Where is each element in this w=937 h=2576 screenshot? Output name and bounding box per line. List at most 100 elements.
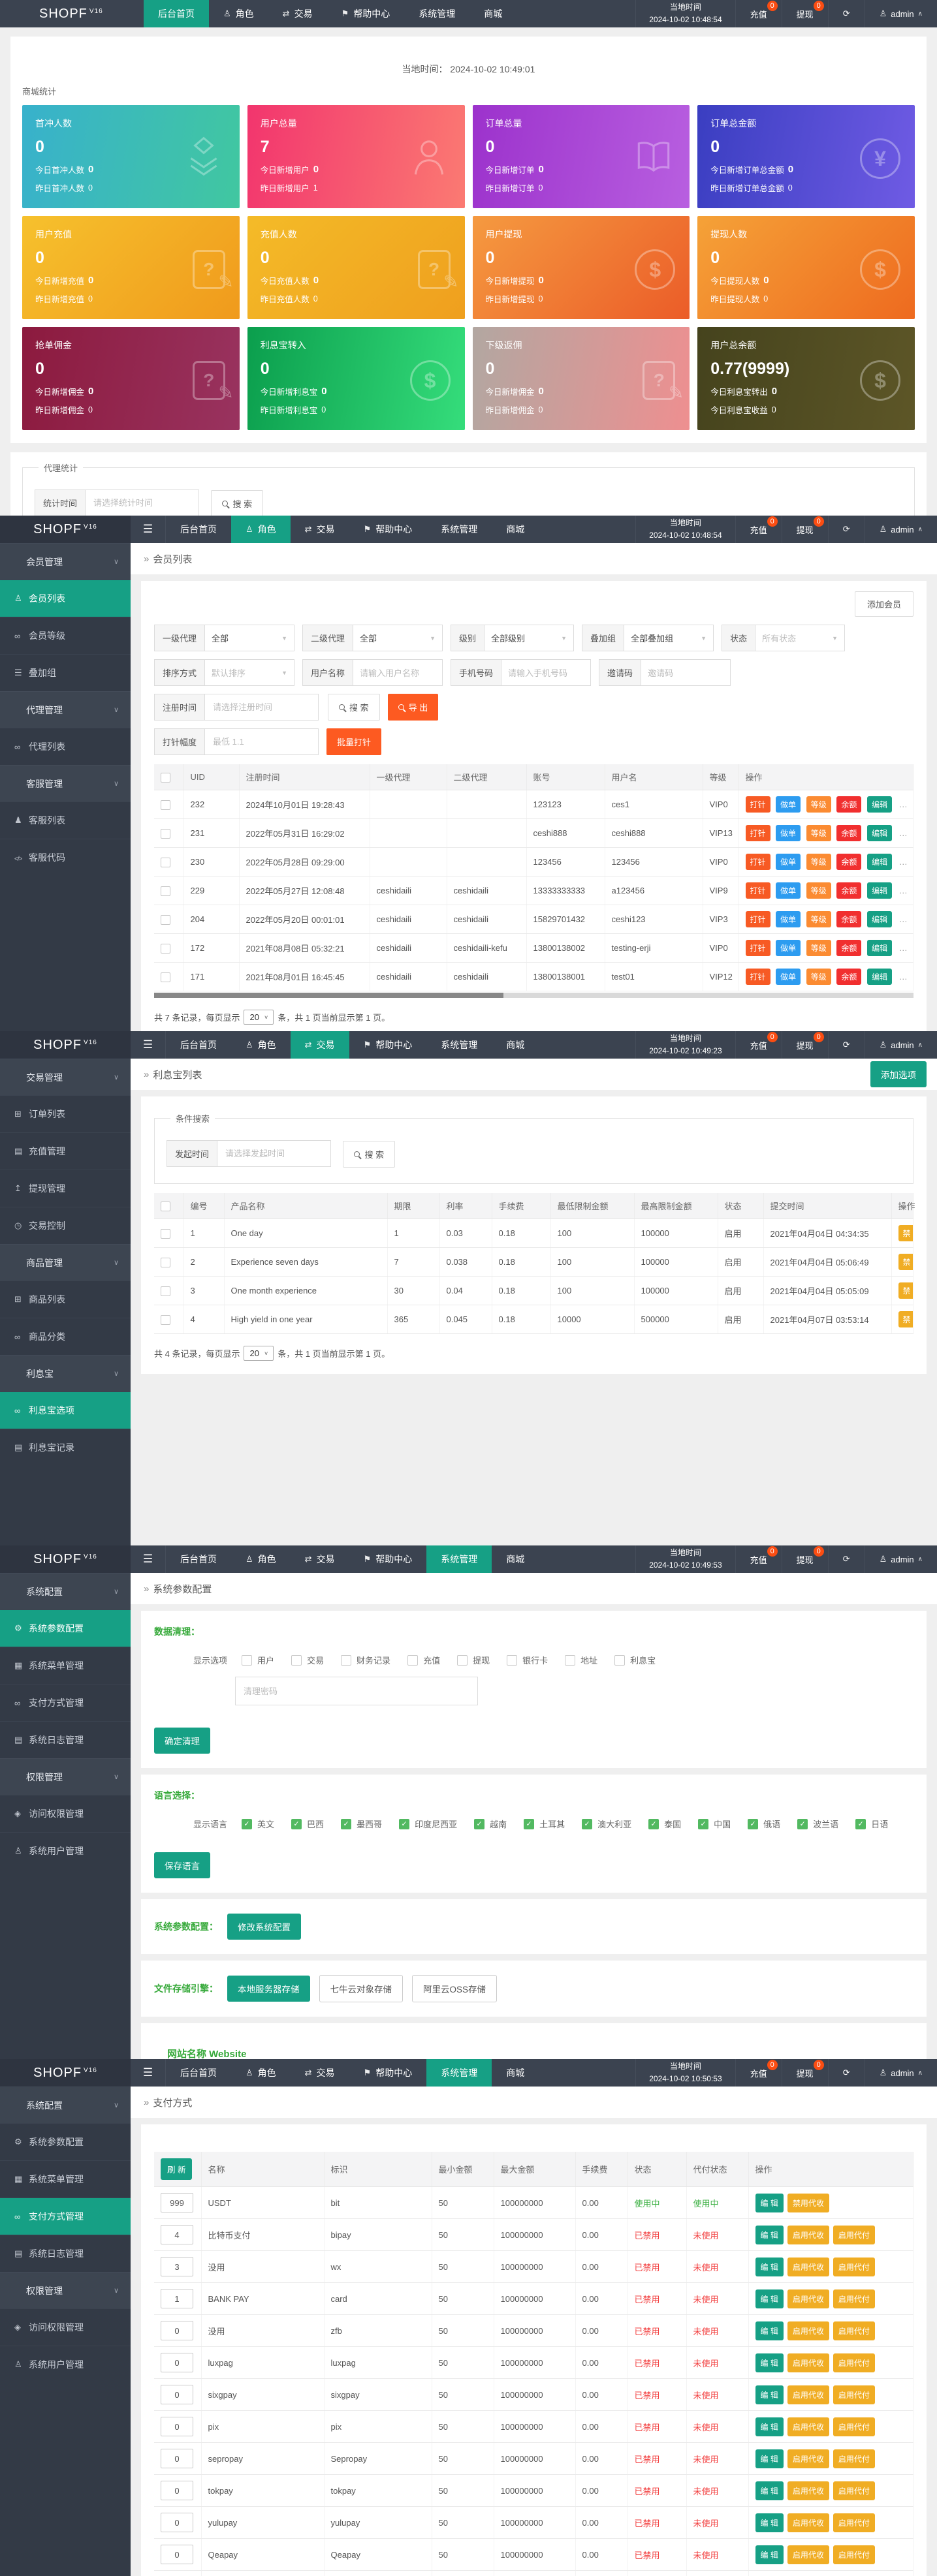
- clean-option[interactable]: 交易: [291, 1654, 324, 1666]
- nav-home[interactable]: 后台首页: [180, 1040, 217, 1050]
- local-storage-button[interactable]: 本地服务器存储: [227, 1976, 310, 2002]
- sidebar-entry[interactable]: 会员等级 ∨: [0, 617, 131, 654]
- nav-trade[interactable]: ⇄ 交易: [304, 1554, 335, 1564]
- sort-input[interactable]: [161, 2481, 193, 2500]
- level-button[interactable]: 等级: [806, 969, 831, 985]
- page-size-select[interactable]: 20 ˅: [244, 1010, 274, 1025]
- disable-button[interactable]: 禁 用: [898, 1282, 913, 1299]
- checkbox-unchecked[interactable]: [341, 1654, 352, 1666]
- sidebar-entry[interactable]: 访问权限管理 ∨: [0, 2308, 131, 2346]
- sidebar-entry[interactable]: 商品管理 ∨: [0, 1244, 131, 1280]
- sidebar-entry[interactable]: 系统配置 ∨: [0, 2087, 131, 2123]
- row-action-button[interactable]: 编 辑: [755, 2417, 784, 2436]
- edit-button[interactable]: 编辑: [867, 940, 893, 956]
- checkbox-checked[interactable]: ✓: [698, 1818, 709, 1829]
- make-order-button[interactable]: 做单: [776, 882, 801, 899]
- sidebar-entry[interactable]: 权限管理 ∨: [0, 1758, 131, 1795]
- edit-button[interactable]: 编辑: [867, 796, 893, 813]
- sort-input[interactable]: [161, 2289, 193, 2308]
- refresh-icon[interactable]: ⟳: [827, 2059, 865, 2087]
- row-action-button[interactable]: 编 辑: [755, 2257, 784, 2276]
- make-order-button[interactable]: 做单: [776, 825, 801, 841]
- withdraw-button[interactable]: 提现 0: [781, 1545, 828, 1573]
- balance-button[interactable]: 余额: [836, 882, 862, 899]
- sort-input[interactable]: [161, 2225, 193, 2244]
- inject-button[interactable]: 打针: [745, 854, 770, 870]
- recharge-button[interactable]: 充值 0: [735, 0, 782, 27]
- withdraw-button[interactable]: 提现 0: [781, 516, 828, 543]
- search-button[interactable]: 搜 索: [211, 490, 264, 516]
- row-checkbox[interactable]: [161, 886, 170, 896]
- nav-mall[interactable]: 商城: [484, 8, 503, 19]
- sidebar-entry[interactable]: 商品分类 ∨: [0, 1318, 131, 1355]
- scrollbar-thumb[interactable]: [154, 993, 503, 998]
- checkbox-unchecked[interactable]: [407, 1654, 419, 1666]
- row-action-button[interactable]: 编 辑: [755, 2513, 784, 2532]
- level-button[interactable]: 等级: [806, 796, 831, 813]
- sidebar-entry[interactable]: 会员列表 ∨: [0, 580, 131, 617]
- checkbox-unchecked[interactable]: [507, 1654, 518, 1666]
- row-action-button[interactable]: 启用代付: [833, 2353, 875, 2372]
- nav-home[interactable]: 后台首页: [180, 524, 217, 535]
- clean-option[interactable]: 地址: [565, 1654, 597, 1666]
- make-order-button[interactable]: 做单: [776, 911, 801, 927]
- recharge-button[interactable]: 充值 0: [735, 1545, 782, 1573]
- clean-option[interactable]: 充值: [407, 1654, 440, 1666]
- sidebar-entry[interactable]: 支付方式管理 ∨: [0, 2197, 131, 2235]
- row-checkbox[interactable]: [161, 1314, 170, 1325]
- more-actions-button[interactable]: …: [898, 914, 908, 924]
- row-action-button[interactable]: 启用代收: [787, 2513, 829, 2532]
- nav-help[interactable]: ⚑ 帮助中心: [363, 524, 413, 535]
- nav-role[interactable]: ♙ 角色: [246, 1554, 276, 1564]
- row-checkbox[interactable]: [161, 828, 170, 839]
- sidebar-entry[interactable]: 提现管理 ∨: [0, 1170, 131, 1207]
- language-option[interactable]: ✓ 巴西: [291, 1818, 324, 1830]
- row-action-button[interactable]: 禁用代收: [787, 2193, 829, 2212]
- filter-select[interactable]: 二级代理 全部 ▼: [302, 625, 443, 651]
- language-option[interactable]: ✓ 中国: [698, 1818, 731, 1830]
- row-action-button[interactable]: 启用代付: [833, 2225, 875, 2244]
- add-option-button[interactable]: 添加选项: [870, 1061, 927, 1087]
- nav-system[interactable]: 系统管理: [441, 1040, 478, 1050]
- disable-button[interactable]: 禁 用: [898, 1225, 913, 1241]
- nav-trade[interactable]: ⇄ 交易: [290, 1031, 349, 1059]
- row-action-button[interactable]: 启用代收: [787, 2353, 829, 2372]
- row-action-button[interactable]: 启用代付: [833, 2417, 875, 2436]
- sidebar-entry[interactable]: 代理管理 ∨: [0, 691, 131, 728]
- admin-menu[interactable]: ♙ admin ∧: [864, 1031, 937, 1059]
- inject-button[interactable]: 打针: [745, 911, 770, 927]
- nav-trade[interactable]: ⇄ 交易: [304, 2068, 335, 2078]
- language-option[interactable]: ✓ 越南: [474, 1818, 507, 1830]
- row-action-button[interactable]: 启用代收: [787, 2417, 829, 2436]
- withdraw-button[interactable]: 提现 0: [781, 0, 828, 27]
- needle-range-input[interactable]: [204, 728, 319, 755]
- recharge-button[interactable]: 充值 0: [735, 516, 782, 543]
- sidebar-entry[interactable]: 充值管理 ∨: [0, 1132, 131, 1170]
- row-action-button[interactable]: 启用代付: [833, 2385, 875, 2404]
- row-action-button[interactable]: 编 辑: [755, 2321, 784, 2340]
- refresh-icon[interactable]: ⟳: [827, 516, 865, 543]
- row-action-button[interactable]: 启用代付: [833, 2481, 875, 2500]
- add-member-button[interactable]: 添加会员: [854, 591, 913, 617]
- make-order-button[interactable]: 做单: [776, 969, 801, 985]
- row-action-button[interactable]: 启用代收: [787, 2321, 829, 2340]
- row-action-button[interactable]: 编 辑: [755, 2193, 784, 2212]
- row-action-button[interactable]: 编 辑: [755, 2481, 784, 2500]
- more-actions-button[interactable]: …: [898, 828, 908, 838]
- nav-mall[interactable]: 商城: [506, 2068, 525, 2078]
- refresh-icon[interactable]: ⟳: [827, 1031, 865, 1059]
- clean-option[interactable]: 用户: [242, 1654, 274, 1666]
- row-checkbox[interactable]: [161, 1257, 170, 1267]
- sidebar-entry[interactable]: 订单列表 ∨: [0, 1095, 131, 1132]
- nav-help[interactable]: ⚑ 帮助中心: [363, 2068, 413, 2078]
- checkbox-checked[interactable]: ✓: [474, 1818, 485, 1829]
- refresh-icon[interactable]: ⟳: [827, 0, 865, 27]
- clean-option[interactable]: 银行卡: [507, 1654, 548, 1666]
- sidebar-entry[interactable]: 系统参数配置 ∨: [0, 2123, 131, 2160]
- menu-toggle-icon[interactable]: ☰: [131, 1031, 166, 1059]
- sidebar-entry[interactable]: 系统参数配置 ∨: [0, 1609, 131, 1647]
- row-action-button[interactable]: 启用代付: [833, 2449, 875, 2468]
- row-checkbox[interactable]: [161, 799, 170, 810]
- batch-inject-button[interactable]: 批量打针: [326, 728, 382, 755]
- checkbox-checked[interactable]: ✓: [242, 1818, 253, 1829]
